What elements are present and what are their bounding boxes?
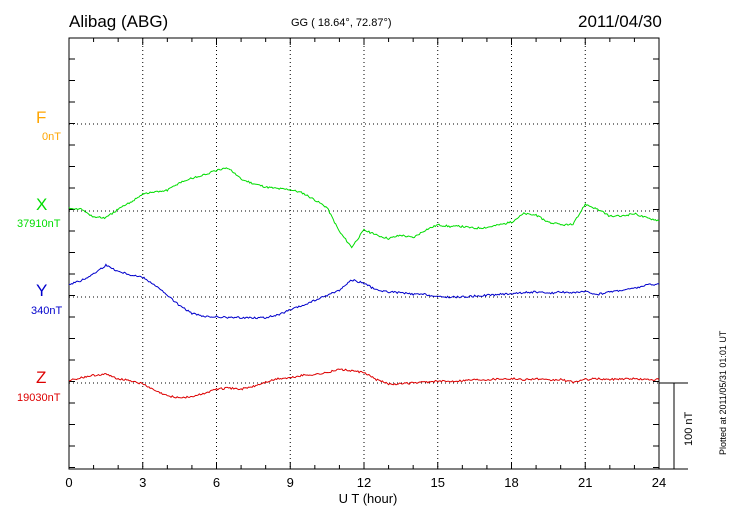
- grid-lines: [69, 38, 659, 469]
- x-axis-label: U T (hour): [339, 491, 398, 506]
- component-f-baseline: 0nT: [42, 131, 61, 143]
- station-title: Alibag (ABG): [69, 12, 169, 31]
- xtick-label-18: 18: [504, 475, 518, 490]
- component-x-letter: X: [36, 195, 48, 214]
- xtick-label-9: 9: [287, 475, 294, 490]
- xtick-label-24: 24: [652, 475, 666, 490]
- series-line-y: [68, 263, 660, 320]
- component-f-letter: F: [36, 108, 47, 127]
- xtick-label-12: 12: [357, 475, 371, 490]
- plot-date: 2011/04/30: [578, 12, 662, 31]
- scale-bar: 100 nT: [659, 382, 695, 470]
- xtick-label-15: 15: [431, 475, 445, 490]
- xtick-label-3: 3: [139, 475, 146, 490]
- xtick-label-6: 6: [213, 475, 220, 490]
- series-line-x: [68, 167, 660, 249]
- series-group: [68, 167, 660, 399]
- station-coordinates: GG ( 18.64°, 72.87°): [291, 17, 392, 29]
- series-line-z: [68, 368, 660, 399]
- xtick-label-0: 0: [65, 475, 72, 490]
- component-y-letter: Y: [36, 281, 48, 300]
- xtick-label-21: 21: [578, 475, 592, 490]
- component-y-baseline: 340nT: [31, 305, 63, 317]
- plotted-timestamp: Plotted at 2011/05/31 01:01 UT: [718, 330, 728, 455]
- axis-ticks: [68, 38, 660, 469]
- component-z-baseline: 19030nT: [17, 392, 61, 404]
- x-tick-labels: 0 3 6 9 12 15 18 21 24: [65, 475, 666, 490]
- component-z-letter: Z: [36, 368, 47, 387]
- component-x-baseline: 37910nT: [17, 218, 61, 230]
- scale-bar-label: 100 nT: [683, 411, 695, 446]
